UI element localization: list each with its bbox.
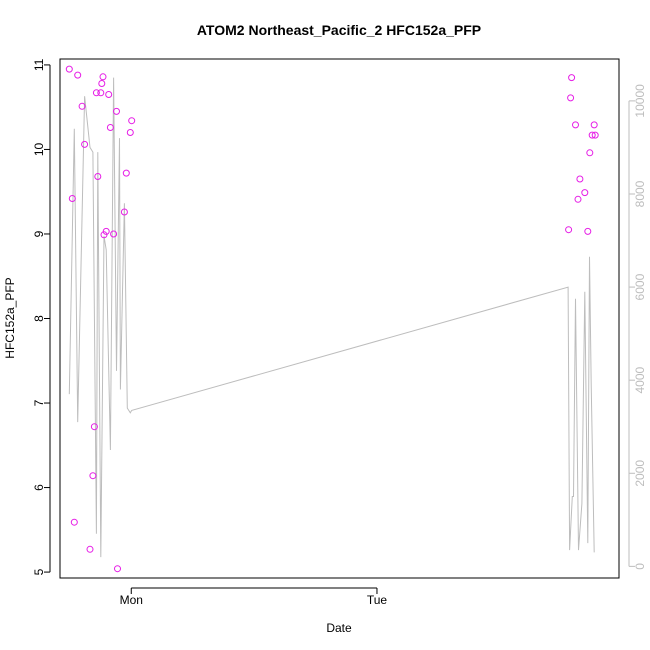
- data-point: [565, 226, 573, 234]
- y-tick-label-right: 6000: [633, 273, 647, 300]
- y-axis-left: 5 6 7 8 9 10 11: [32, 58, 51, 575]
- data-point: [584, 227, 592, 235]
- y-tick-label-right: 2000: [633, 460, 647, 487]
- data-point: [99, 73, 107, 81]
- data-point: [97, 89, 105, 97]
- y-tick-label-left: 6: [32, 484, 46, 491]
- data-point: [122, 169, 130, 177]
- data-point: [92, 89, 100, 97]
- y-tick-label-left: 9: [32, 230, 46, 237]
- x-axis-label: Date: [326, 621, 352, 635]
- data-point: [120, 208, 128, 216]
- data-point: [590, 121, 598, 129]
- data-point: [98, 80, 106, 87]
- data-point: [68, 195, 76, 202]
- y-tick-label-right: 0: [633, 563, 647, 570]
- x-tick-label: Mon: [120, 593, 143, 607]
- data-point: [574, 195, 582, 203]
- x-axis: Mon Tue: [120, 587, 388, 607]
- data-point: [94, 173, 102, 180]
- data-point: [591, 131, 599, 139]
- data-point: [113, 107, 120, 115]
- data-point: [114, 565, 121, 573]
- y-tick-label-left: 11: [32, 58, 46, 71]
- data-point: [81, 140, 89, 148]
- data-point: [105, 91, 113, 98]
- y-axis-label: HFC152a_PFP: [3, 277, 17, 358]
- data-point: [126, 129, 134, 136]
- data-point: [128, 117, 136, 125]
- data-point: [90, 423, 98, 431]
- data-point: [586, 149, 594, 157]
- data-point: [576, 175, 584, 183]
- series-line: [68, 77, 595, 558]
- data-point: [106, 124, 114, 131]
- y-axis-right: 0 2000 4000 6000 8000 10000: [628, 84, 647, 570]
- data-point: [572, 121, 579, 129]
- y-tick-label-left: 10: [32, 142, 46, 156]
- data-point: [65, 65, 73, 73]
- y-tick-label-right: 4000: [633, 367, 647, 394]
- y-tick-label-left: 7: [32, 399, 46, 406]
- data-point: [110, 230, 118, 238]
- data-point: [89, 472, 97, 480]
- plot-frame: [59, 58, 620, 579]
- y-tick-label-right: 8000: [633, 180, 647, 207]
- data-point: [78, 102, 86, 110]
- series-layer: [65, 65, 599, 573]
- y-tick-label-left: 5: [32, 568, 46, 575]
- y-tick-label-left: 8: [32, 315, 46, 322]
- data-point: [567, 94, 575, 102]
- x-tick-label: Tue: [367, 593, 388, 607]
- data-point: [86, 545, 94, 553]
- data-point: [581, 189, 589, 197]
- data-point: [70, 518, 78, 526]
- chart-title: ATOM2 Northeast_Pacific_2 HFC152a_PFP: [197, 22, 481, 38]
- data-point: [102, 227, 110, 235]
- y-tick-label-right: 10000: [633, 84, 647, 118]
- data-point: [588, 131, 596, 139]
- data-point: [74, 71, 82, 79]
- data-point: [568, 74, 576, 82]
